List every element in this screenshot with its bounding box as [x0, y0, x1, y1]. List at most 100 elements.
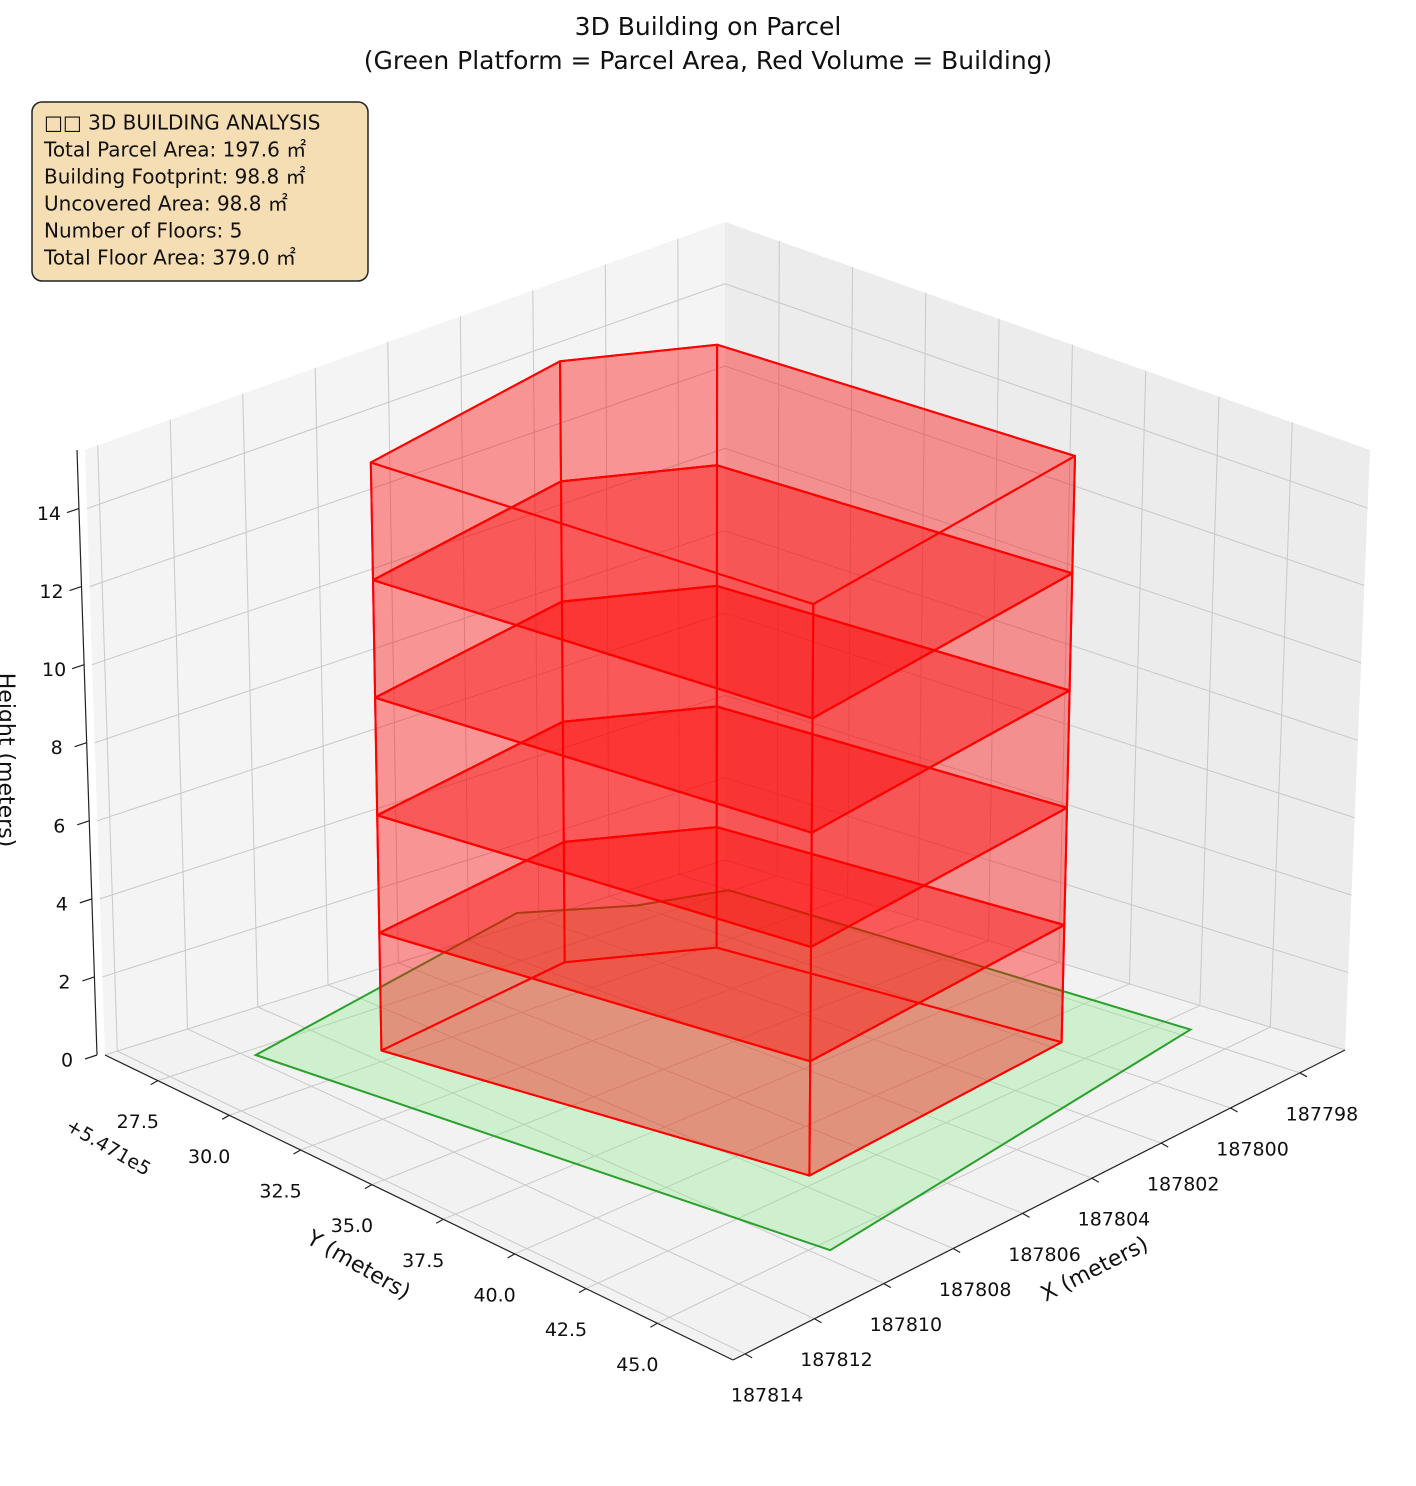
grid: [86, 238, 1368, 1355]
x-tick: [1022, 1212, 1030, 1218]
grid-line: [1199, 396, 1220, 1006]
grid-line: [468, 940, 1093, 1179]
x-tick: [1091, 1177, 1100, 1183]
y-tick-label: 32.5: [259, 1180, 301, 1202]
grid-line: [327, 984, 954, 1249]
grid-line: [585, 1005, 1201, 1290]
wall-pane: [725, 222, 1370, 1050]
grid-line: [86, 283, 726, 510]
y-tick: [650, 1322, 658, 1328]
info-line: □□ 3D BUILDING ANALYSIS: [44, 111, 320, 135]
x-tick: [883, 1283, 892, 1289]
grid-line: [988, 318, 1000, 941]
z-tick: [71, 664, 85, 670]
grid-line: [169, 419, 189, 1030]
z-tick-label: 6: [53, 815, 65, 837]
grid-line: [104, 859, 726, 1056]
x-tick-label: 187812: [800, 1349, 873, 1371]
grid-line: [724, 612, 1355, 819]
chart-subtitle: (Green Platform = Parcel Area, Red Volum…: [364, 46, 1053, 75]
grid-line: [443, 961, 1060, 1220]
info-box: [31, 101, 369, 282]
info-line: Total Floor Area: 379.0 ㎡: [43, 246, 296, 270]
grid-line: [94, 530, 726, 744]
info-line: Total Parcel Area: 197.6 ㎡: [43, 138, 306, 162]
x-tick-label: 187810: [870, 1314, 943, 1336]
y-tick-label: 45.0: [616, 1354, 658, 1376]
x-tick: [744, 1353, 753, 1359]
z-axis-label: Height (meters): [0, 673, 18, 848]
x-tick-label: 187800: [1216, 1138, 1289, 1160]
grid-line: [314, 367, 329, 985]
grid-line: [187, 1028, 815, 1320]
x-tick: [814, 1318, 822, 1324]
x-tick-label: 187804: [1078, 1209, 1151, 1231]
z-tick-label: 14: [37, 503, 61, 525]
parcel: [253, 889, 1193, 1252]
grid-line: [724, 777, 1349, 974]
grid-line: [1058, 344, 1073, 963]
z-tick: [82, 976, 95, 982]
grid-line: [604, 264, 610, 897]
grid-line: [97, 612, 726, 822]
y-tick-label: 42.5: [545, 1319, 587, 1341]
grid-line: [724, 694, 1352, 896]
building-wall: [369, 461, 815, 720]
info-line: Uncovered Area: 98.8 ㎡: [44, 192, 288, 216]
chart-title: 3D Building on Parcel: [575, 12, 842, 41]
y-tick: [578, 1288, 587, 1294]
y-tick-label: 37.5: [402, 1250, 444, 1272]
info-line: Number of Floors: 5: [44, 219, 242, 243]
grid-line: [371, 940, 989, 1186]
x-tick-label: 187798: [1286, 1103, 1359, 1125]
y-tick: [364, 1184, 373, 1190]
grid-line: [724, 447, 1362, 664]
grid-line: [538, 918, 1162, 1144]
grid-line: [157, 875, 778, 1082]
grid-line: [724, 530, 1359, 741]
z-tick-label: 12: [39, 581, 63, 603]
z-tick-label: 8: [51, 737, 63, 759]
z-tick: [79, 898, 93, 904]
y-tick: [150, 1080, 159, 1086]
z-tick-label: 2: [58, 971, 70, 993]
x-tick-label: 187802: [1147, 1174, 1220, 1196]
z-tick: [84, 1054, 98, 1060]
grid-line: [459, 316, 470, 941]
x-tick: [1230, 1107, 1238, 1113]
panes: [85, 222, 1370, 1360]
z-tick: [74, 742, 87, 748]
x-tick-label: 187808: [939, 1279, 1012, 1301]
y-tick: [435, 1218, 444, 1224]
info-lines: □□ 3D BUILDING ANALYSIS Total Parcel Area…: [43, 111, 320, 270]
y-tick: [507, 1253, 515, 1259]
grid-line: [1269, 422, 1293, 1028]
grid-line: [102, 777, 726, 978]
z-tick-label: 10: [42, 659, 66, 681]
axes: 187798 187800 187802 187804 187806 187808 1878…: [37, 449, 1359, 1406]
y-tick-label: 27.5: [117, 1111, 159, 1133]
grid-line: [724, 365, 1365, 586]
grid-line: [917, 292, 927, 920]
marks: [253, 343, 1193, 1252]
z-tick-label: 4: [56, 893, 68, 915]
grid-line: [724, 283, 1368, 509]
grid-line: [257, 1006, 885, 1285]
floor-pane: [105, 860, 1345, 1360]
grid-line: [229, 897, 848, 1116]
x-tick: [1160, 1142, 1169, 1148]
y-tick: [221, 1114, 230, 1120]
grid-line: [398, 962, 1023, 1214]
grid-line: [117, 1050, 746, 1355]
y-axis-label: Y (meters): [301, 1225, 414, 1305]
z-tick: [77, 820, 90, 826]
grid-line: [242, 393, 259, 1007]
y-tick-label: 40.0: [473, 1284, 515, 1306]
x-tick: [952, 1247, 961, 1253]
grid-line: [300, 918, 919, 1151]
grid-line: [97, 445, 118, 1052]
x-axis-line: [732, 1049, 1346, 1361]
grid-line: [724, 859, 1346, 1051]
